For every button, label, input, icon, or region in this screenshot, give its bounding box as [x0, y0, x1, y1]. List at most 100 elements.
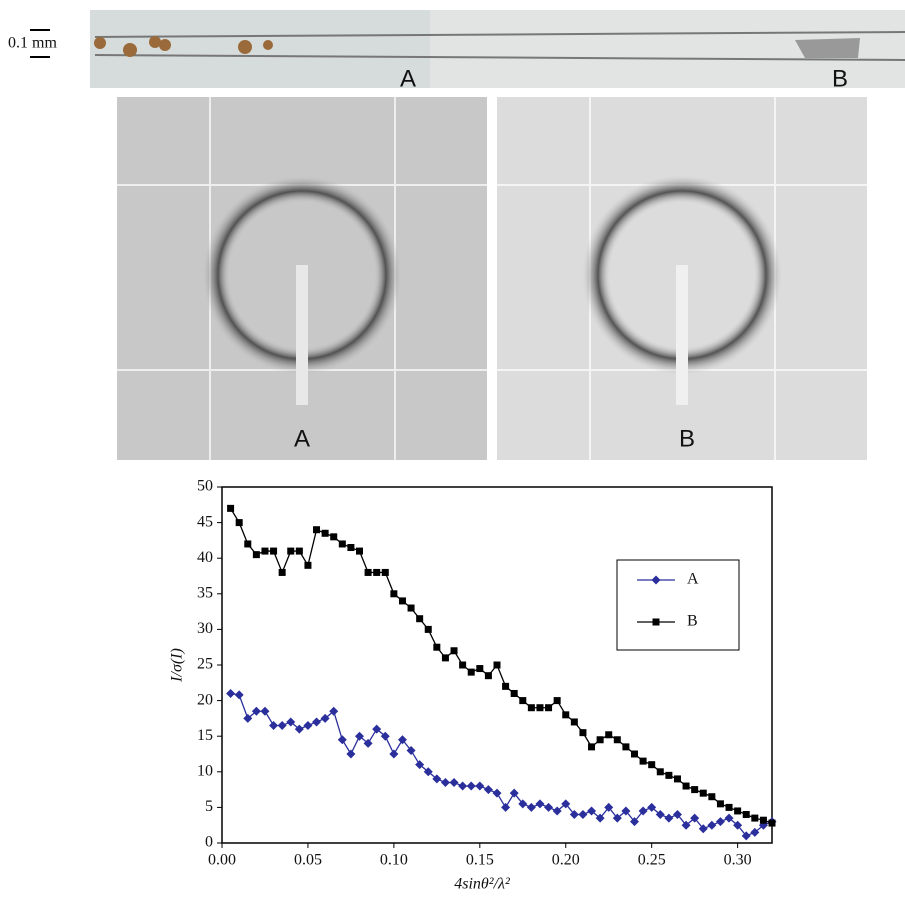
marker	[698, 824, 708, 834]
marker	[545, 704, 553, 712]
marker	[561, 799, 571, 809]
y-axis-label: I/σ(I)	[169, 648, 186, 683]
marker	[699, 789, 707, 797]
marker	[440, 777, 450, 787]
marker	[681, 820, 691, 830]
marker	[373, 568, 381, 576]
x-tick-label: 0.25	[638, 852, 666, 869]
marker	[459, 661, 467, 669]
marker	[261, 547, 269, 555]
marker	[467, 668, 475, 676]
marker	[483, 785, 493, 795]
marker	[415, 760, 425, 770]
marker	[235, 519, 243, 527]
x-tick-label: 0.10	[380, 852, 408, 869]
marker	[570, 718, 578, 726]
marker	[655, 810, 665, 820]
marker	[364, 568, 372, 576]
marker	[441, 654, 449, 662]
marker	[708, 793, 716, 801]
pattern-label: A	[294, 425, 310, 452]
marker	[406, 745, 416, 755]
y-tick-label: 50	[197, 478, 213, 495]
marker	[320, 713, 330, 723]
marker	[260, 706, 270, 716]
marker	[526, 802, 536, 812]
marker	[519, 697, 527, 705]
marker	[363, 738, 373, 748]
marker	[424, 625, 432, 633]
marker	[286, 717, 296, 727]
pattern-label: B	[679, 425, 695, 452]
diffraction-b: B	[497, 97, 867, 460]
y-tick-label: 30	[197, 620, 213, 637]
x-tick-label: 0.05	[294, 852, 322, 869]
marker	[407, 604, 415, 612]
x-tick-label: 0.00	[208, 852, 236, 869]
marker	[682, 782, 690, 790]
marker	[518, 799, 528, 809]
marker	[398, 597, 406, 605]
marker	[596, 736, 604, 744]
marker	[536, 704, 544, 712]
marker	[768, 819, 776, 827]
marker	[631, 750, 638, 758]
marker	[648, 761, 656, 769]
marker	[466, 781, 476, 791]
marker	[244, 540, 252, 548]
marker	[347, 544, 355, 552]
marker	[476, 665, 484, 673]
strip-label: A	[400, 65, 416, 92]
marker	[295, 547, 303, 555]
marker	[390, 590, 398, 598]
crystal-strip: 0.1 mm A B	[8, 10, 905, 92]
marker	[243, 713, 253, 723]
marker	[569, 810, 579, 820]
marker	[389, 749, 399, 759]
x-tick-label: 0.15	[466, 852, 494, 869]
x-tick-label: 0.20	[552, 852, 580, 869]
marker	[734, 807, 742, 815]
marker	[724, 813, 734, 823]
strip-label: B	[832, 65, 848, 92]
legend-marker	[652, 618, 660, 626]
legend-box	[616, 559, 740, 651]
marker	[277, 721, 287, 731]
marker	[397, 735, 407, 745]
y-tick-label: 40	[197, 549, 213, 566]
marker	[433, 643, 441, 651]
marker	[588, 743, 596, 751]
marker	[741, 831, 751, 841]
marker	[553, 697, 561, 705]
marker	[355, 731, 364, 741]
marker	[639, 757, 647, 765]
marker	[321, 529, 329, 537]
marker	[493, 661, 501, 669]
marker	[690, 813, 700, 823]
marker	[458, 781, 468, 791]
marker	[587, 806, 597, 816]
marker	[509, 788, 519, 798]
y-tick-label: 10	[197, 762, 213, 779]
legend-label: A	[687, 571, 699, 588]
y-tick-label: 0	[205, 834, 213, 851]
marker	[380, 731, 390, 741]
marker	[647, 802, 657, 812]
marker	[423, 767, 433, 777]
marker	[725, 803, 733, 811]
marker	[356, 547, 363, 555]
marker	[337, 735, 347, 745]
marker	[715, 817, 725, 827]
marker	[227, 504, 235, 512]
y-tick-label: 15	[197, 727, 213, 744]
marker	[313, 526, 321, 534]
marker	[673, 775, 681, 783]
marker	[664, 813, 674, 823]
marker	[578, 810, 588, 820]
marker	[252, 551, 260, 559]
marker	[750, 827, 760, 837]
y-tick-label: 25	[197, 656, 213, 673]
marker	[535, 799, 545, 809]
marker	[579, 729, 587, 737]
marker	[294, 724, 304, 734]
